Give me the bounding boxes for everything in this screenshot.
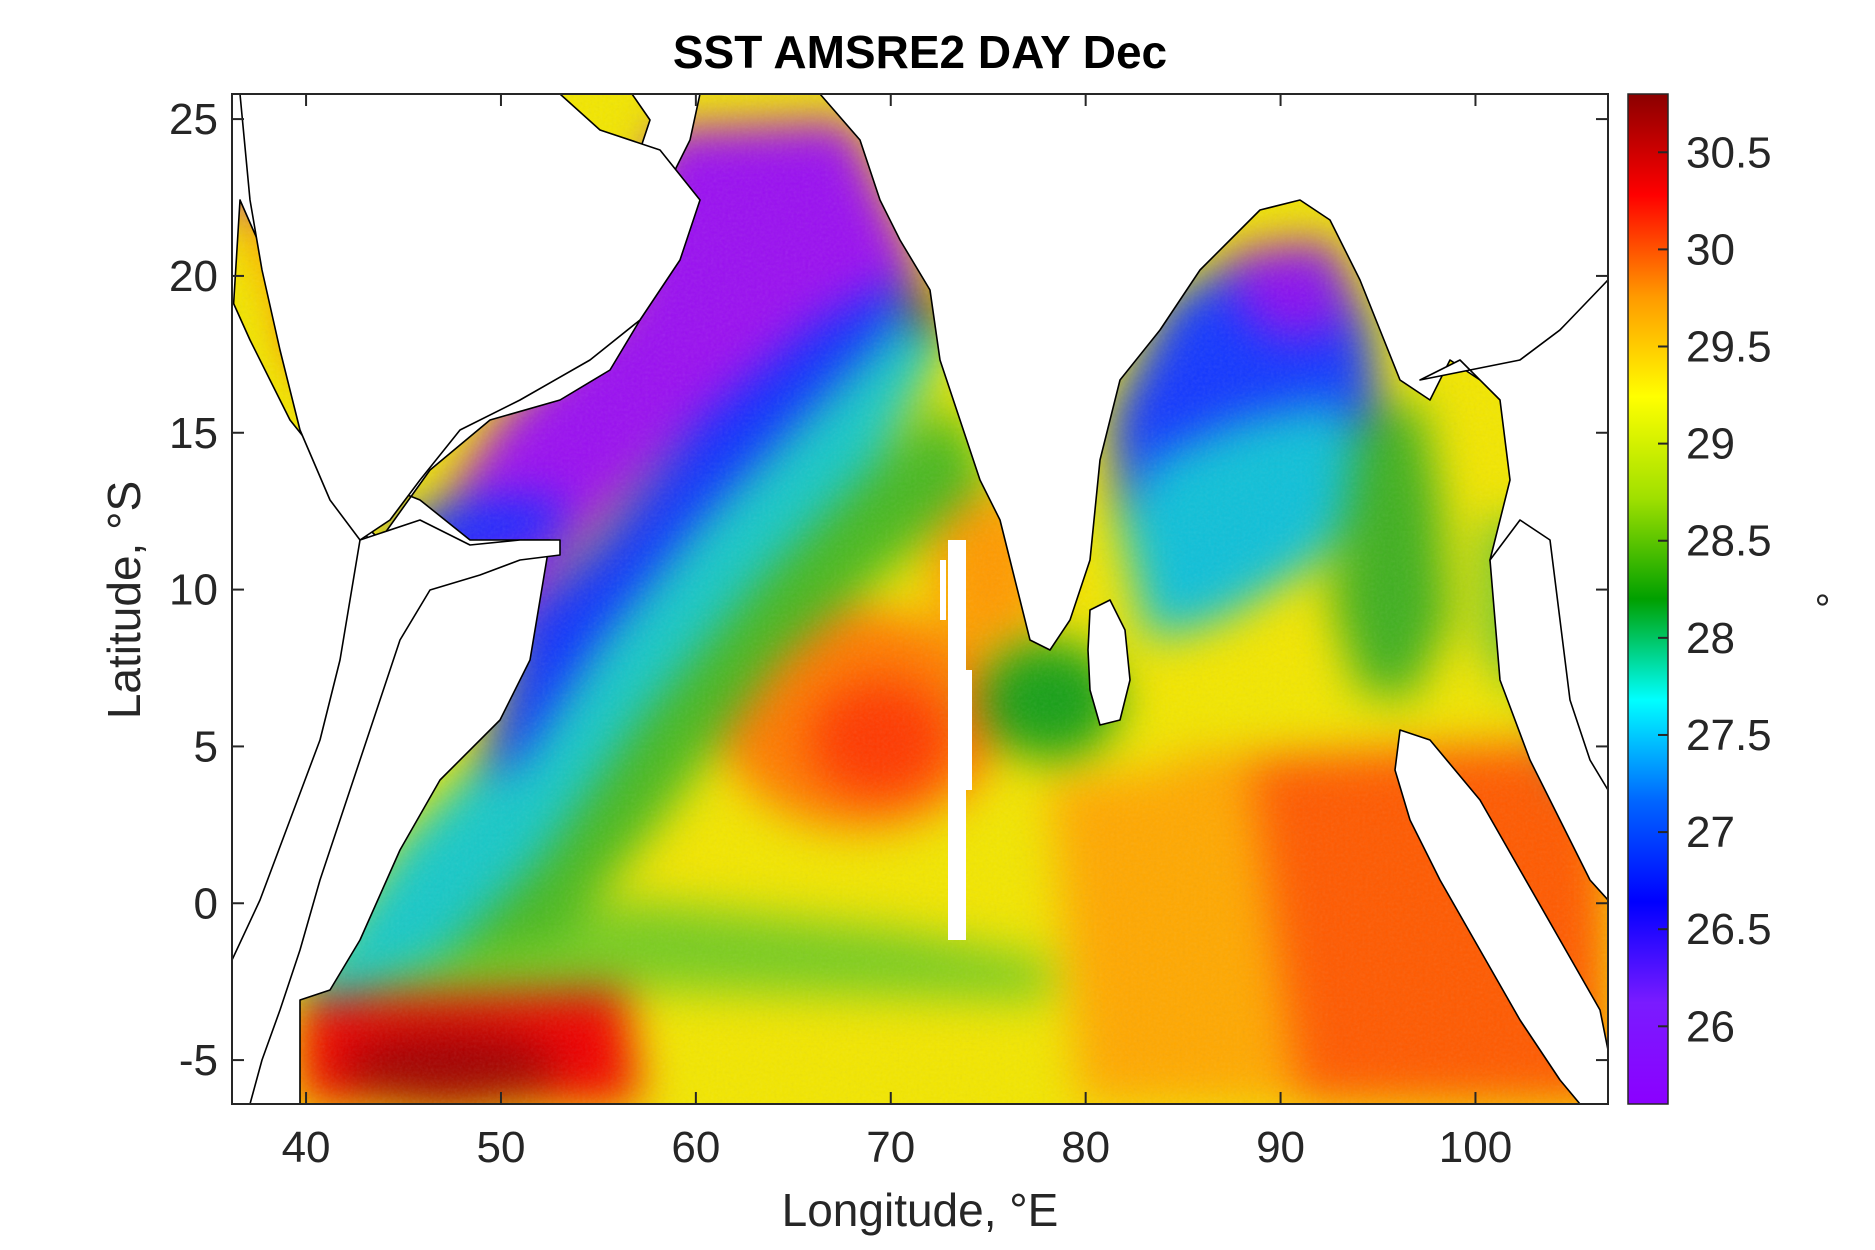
x-axis-label: Longitude, °E	[782, 1184, 1059, 1236]
land-arabia	[239, 94, 701, 541]
colorbar-label: °	[1791, 592, 1835, 608]
axes-frame	[231, 93, 1609, 1105]
y-tick-label: 5	[194, 722, 218, 771]
land-malay-peninsula	[1489, 519, 1608, 901]
colorbar-tick-label: 27.5	[1686, 711, 1772, 760]
maldives-stripe-3	[966, 670, 972, 790]
x-tick-label: 80	[1061, 1123, 1110, 1172]
maldives-gap	[940, 540, 972, 940]
land-sri-lanka	[1087, 599, 1131, 726]
colorbar-tick-label: 28.5	[1686, 517, 1772, 566]
y-tick-label: 20	[169, 252, 218, 301]
y-tick-label: 0	[194, 879, 218, 928]
x-tick-label: 40	[282, 1123, 331, 1172]
map-plot-area	[232, 94, 1608, 1104]
colorbar-tick-label: 26	[1686, 1002, 1735, 1051]
colorbar-tick-label: 29	[1686, 420, 1735, 469]
y-axis-label: Latitude, °S	[98, 481, 150, 719]
land-somalia-horn	[232, 519, 561, 1104]
land-masses	[232, 94, 1608, 1104]
colorbar-ticks: 26 26.5 27 27.5 28 28.5 29 29.5 30 30.5	[1658, 128, 1772, 1051]
colorbar-tick-label: 28	[1686, 614, 1735, 663]
x-tick-label: 70	[866, 1123, 915, 1172]
y-tick-label: 25	[169, 95, 218, 144]
x-tick-label: 60	[671, 1123, 720, 1172]
colorbar	[1627, 93, 1669, 1105]
colorbar-tick-label: 27	[1686, 808, 1735, 857]
y-axis-ticks: -5 0 5 10 15 20 25	[169, 95, 1608, 1085]
chart-title: SST AMSRE2 DAY Dec	[673, 26, 1167, 78]
maldives-stripe-2	[940, 560, 946, 620]
x-axis-ticks: 40 50 60 70 80 90 100	[282, 94, 1512, 1172]
x-tick-label: 100	[1439, 1123, 1512, 1172]
colorbar-tick-label: 30	[1686, 225, 1735, 274]
colorbar-tick-label: 26.5	[1686, 905, 1772, 954]
x-tick-label: 50	[476, 1123, 525, 1172]
x-tick-label: 90	[1256, 1123, 1305, 1172]
y-tick-label: -5	[179, 1036, 218, 1085]
land-sumatra	[1394, 729, 1608, 1104]
colorbar-tick-label: 30.5	[1686, 128, 1772, 177]
maldives-stripe-1	[948, 540, 966, 940]
y-tick-label: 15	[169, 409, 218, 458]
y-tick-label: 10	[169, 566, 218, 615]
colorbar-tick-label: 29.5	[1686, 323, 1772, 372]
